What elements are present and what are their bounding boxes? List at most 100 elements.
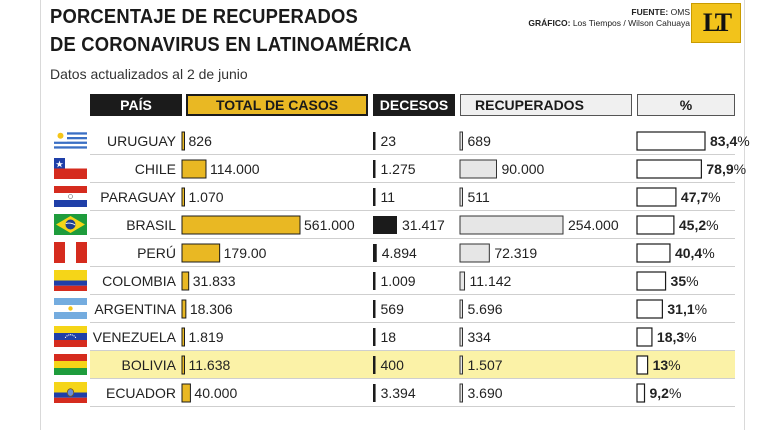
title-line-1: PORCENTAJE DE RECUPERADOS [50,6,358,28]
percent-sign: % [708,189,721,205]
recovered-value: 254.000 [568,217,619,233]
table-row: URUGUAY 826 23 689 83,4% [90,127,750,155]
deaths-value: 569 [380,301,404,317]
percent-number: 18,3 [656,329,685,345]
frame-left-border [40,0,41,430]
title-line-2: DE CORONAVIRUS EN LATINOAMÉRICA [50,34,412,56]
deaths-value: 31.417 [402,217,445,233]
los-tiempos-logo: LT [691,3,741,43]
country-label: PARAGUAY [100,189,176,205]
table-row: VENEZUELA 1.819 18 334 18,3% [90,323,735,351]
table-row: ARGENTINA 18.306 569 5.696 31,1% [90,295,735,323]
percent-number: 40,4 [674,245,703,261]
deaths-value: 1.009 [380,273,416,289]
deaths-value: 18 [380,329,397,345]
percent-sign: % [684,329,697,345]
percent-sign: % [686,273,699,289]
percent-number: 13 [652,357,669,373]
column-header-recovered: RECUPERADOS [460,94,632,116]
peru-flag [54,242,87,263]
percent-value: 18,3% [657,323,697,351]
graphic-value: Los Tiempos / Wilson Cahuaya [572,18,690,28]
table-row: BOLIVIA 11.638 400 1.507 13% [90,351,735,379]
country-label: BOLIVIA [121,357,176,373]
table-row: CHILE 114.000 1.275 90.000 78,9% [90,155,746,183]
country-label: URUGUAY [107,133,176,149]
percent-sign: % [737,133,750,149]
cases-value: 40.000 [194,385,238,401]
cases-value: 826 [188,133,212,149]
recovered-value: 511 [467,189,490,205]
cases-value: 179.00 [223,245,267,261]
recovered-value: 11.142 [469,273,512,289]
percent-sign: % [706,217,719,233]
cases-value: 31.833 [192,273,236,289]
recovered-value: 334 [467,329,491,345]
recovered-value: 90.000 [501,161,545,177]
percent-value: 78,9% [706,155,746,183]
percent-value: 13% [653,351,681,379]
source-value: OMS [670,7,690,17]
country-label: PERÚ [137,245,176,261]
percent-number: 78,9 [706,161,734,177]
uruguay-flag [54,130,87,151]
deaths-value: 3.394 [380,385,416,401]
source-label: FUENTE: [631,7,669,17]
country-label: ECUADOR [105,385,176,401]
percent-number: 47,7 [680,189,709,205]
percent-sign: % [733,161,747,177]
percent-number: 35 [670,273,687,289]
percent-sign: % [668,357,681,373]
percent-sign: % [702,245,715,261]
column-header-percent: % [637,94,735,116]
percent-number: 9,2 [649,385,669,401]
cases-value: 561.000 [304,217,355,233]
deaths-value: 23 [380,133,397,149]
percent-value: 9,2% [650,379,682,407]
cases-value: 18.306 [189,301,233,317]
cases-value: 1.819 [188,329,224,345]
deaths-value: 11 [380,189,396,205]
subtitle: Datos actualizados al 2 de junio [50,66,248,82]
cases-value: 1.070 [188,189,224,205]
percent-value: 47,7% [681,183,721,211]
percent-value: 83,4% [710,127,750,155]
graphic-label: GRÁFICO: [528,18,571,28]
cases-value: 114.000 [209,161,260,177]
ecuador-flag [54,382,87,403]
recovered-value: 5.696 [467,301,503,317]
table-row: COLOMBIA 31.833 1.009 11.142 35% [90,267,735,295]
percent-sign: % [668,385,682,401]
percent-value: 35% [671,267,699,295]
percent-number: 83,4 [710,133,738,149]
country-label: COLOMBIA [102,273,176,289]
percent-value: 45,2% [679,211,719,239]
country-label: VENEZUELA [92,329,176,345]
percent-number: 31,1 [667,301,695,317]
table-row: ECUADOR 40.000 3.394 3.690 9,2% [90,379,735,407]
recovered-value: 72.319 [494,245,538,261]
recovered-value: 689 [467,133,491,149]
column-header-country: PAÍS [90,94,182,116]
venezuela-flag [54,326,87,347]
column-header-deaths: DECESOS [373,94,455,116]
country-label: CHILE [134,161,176,177]
deaths-value: 4.894 [381,245,417,261]
argentina-flag [54,298,87,319]
colombia-flag [54,270,87,291]
percent-value: 40,4% [675,239,715,267]
deaths-value: 1.275 [380,161,416,177]
source-credits: FUENTE: OMS GRÁFICO: Los Tiempos / Wilso… [528,7,690,29]
paraguay-flag [54,186,87,207]
recovered-value: 3.690 [467,385,503,401]
recovered-value: 1.507 [467,357,503,373]
cases-value: 11.638 [188,357,231,373]
frame-right-border [744,0,745,430]
table-row: PERÚ 179.00 4.894 72.319 40,4% [90,239,735,267]
country-label: BRASIL [126,217,176,233]
bolivia-flag [54,354,87,375]
table-row: BRASIL 561.000 31.417 254.000 45,2% [90,211,735,239]
percent-sign: % [694,301,708,317]
table-row: PARAGUAY 1.070 11 511 47,7% [90,183,735,211]
percent-number: 45,2 [678,217,707,233]
